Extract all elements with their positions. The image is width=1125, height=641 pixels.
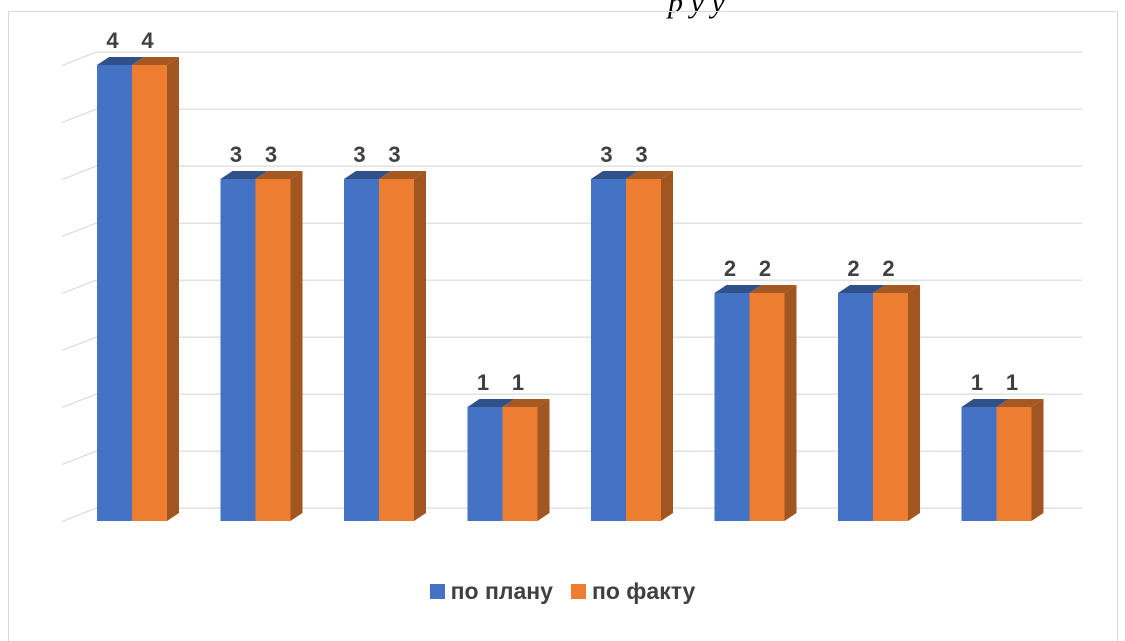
bar-front — [591, 179, 626, 521]
bar-front — [467, 407, 503, 521]
bar-front — [344, 179, 379, 521]
bar — [344, 171, 391, 521]
bar-side — [784, 285, 797, 521]
bar-side — [290, 171, 303, 521]
legend-swatch-plan — [429, 584, 445, 599]
data-label: 1 — [1006, 370, 1018, 395]
data-labels: 4 43 3 3 31 13 32 2 2 21 1 — [106, 28, 1018, 395]
bar-front — [838, 293, 873, 521]
data-label: 3 — [600, 142, 612, 167]
gridline-perspective — [61, 336, 97, 352]
chart-frame — [8, 11, 1118, 641]
bar — [591, 171, 638, 521]
gridline-perspective — [61, 450, 97, 466]
bar-front — [132, 65, 167, 521]
gridline-perspective — [61, 51, 97, 67]
bar-top — [626, 171, 673, 179]
bar-front — [502, 407, 538, 521]
data-label: 1 — [477, 370, 489, 395]
legend-item-fact: по факту — [570, 578, 696, 605]
bar — [467, 399, 515, 521]
bar — [220, 171, 268, 521]
bar-front — [255, 179, 291, 521]
bar-top — [749, 285, 797, 293]
bar-top — [97, 57, 144, 65]
data-label: 3 — [230, 142, 242, 167]
data-label: 3 — [388, 142, 400, 167]
data-label: 2 — [724, 256, 736, 281]
bar-front — [873, 293, 908, 521]
bar-side — [167, 57, 179, 521]
bar — [961, 399, 1009, 521]
data-label: 1 — [971, 370, 983, 395]
gridline-perspective — [61, 279, 97, 295]
bar — [502, 399, 550, 521]
bar — [97, 57, 144, 521]
bar-front — [714, 293, 750, 521]
bar — [838, 285, 885, 521]
data-label: 4 — [106, 28, 119, 53]
bar-top — [467, 399, 515, 407]
bar-top — [714, 285, 762, 293]
chart-legend: по плану по факту — [0, 578, 1125, 605]
bar-side — [908, 285, 920, 521]
bar-top — [344, 171, 391, 179]
bar — [873, 285, 920, 521]
partial-header-text: р у у — [668, 0, 725, 19]
bar-top — [132, 57, 179, 65]
bar-chart: 4 43 3 3 31 13 32 2 2 21 1 — [61, 28, 1082, 523]
legend-swatch-fact — [570, 584, 586, 599]
data-label: 2 — [759, 256, 771, 281]
data-label: 4 — [141, 28, 154, 53]
data-label: 3 — [265, 142, 277, 167]
data-label: 2 — [847, 256, 859, 281]
gridline-perspective — [61, 507, 97, 523]
gridlines — [61, 51, 1082, 523]
bar — [626, 171, 673, 521]
bar-front — [97, 65, 132, 521]
bar-top — [838, 285, 885, 293]
bar-top — [996, 399, 1044, 407]
bar-side — [537, 399, 550, 521]
bar — [132, 57, 179, 521]
bar-side — [661, 171, 673, 521]
bar — [749, 285, 797, 521]
legend-label-plan: по плану — [450, 578, 553, 604]
bars — [97, 57, 1044, 521]
data-label: 1 — [512, 370, 524, 395]
bar — [255, 171, 303, 521]
bar-top — [873, 285, 920, 293]
gridline-perspective — [61, 393, 97, 409]
bar-front — [379, 179, 414, 521]
bar — [996, 399, 1044, 521]
legend-item-plan: по плану — [429, 578, 553, 605]
data-label: 3 — [635, 142, 647, 167]
bar-top — [379, 171, 426, 179]
bar — [379, 171, 426, 521]
bar-front — [626, 179, 661, 521]
gridline-perspective — [61, 165, 97, 181]
bar-top — [961, 399, 1009, 407]
bar-top — [502, 399, 550, 407]
bar-top — [255, 171, 303, 179]
gridline-perspective — [61, 222, 97, 238]
bar-side — [414, 171, 426, 521]
bar-top — [220, 171, 268, 179]
data-label: 3 — [353, 142, 365, 167]
bar-top — [591, 171, 638, 179]
bar-side — [1031, 399, 1044, 521]
data-label: 2 — [882, 256, 894, 281]
bar-front — [749, 293, 785, 521]
gridline-perspective — [61, 108, 97, 124]
bar-front — [961, 407, 997, 521]
bar — [714, 285, 762, 521]
legend-label-fact: по факту — [591, 578, 696, 604]
bar-front — [996, 407, 1032, 521]
bar-front — [220, 179, 256, 521]
